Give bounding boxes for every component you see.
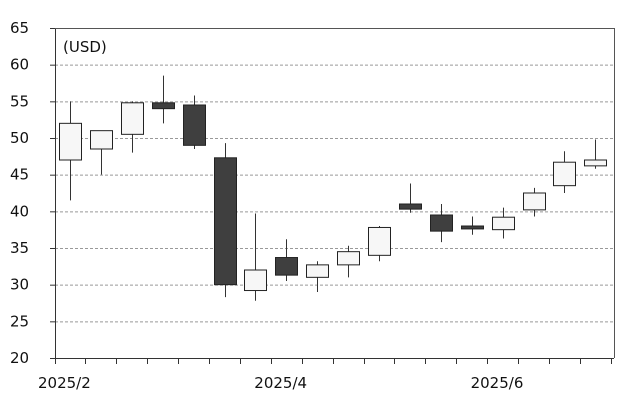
y-tick-label: 60 — [10, 56, 29, 74]
unit-label: (USD) — [63, 38, 107, 56]
y-tick-label: 65 — [10, 19, 29, 37]
candle — [492, 207, 515, 239]
candle-body-up — [337, 251, 360, 266]
candle-body-down — [275, 257, 298, 276]
y-tick-label: 50 — [10, 129, 29, 147]
candle — [430, 204, 453, 243]
y-tick-label: 45 — [10, 166, 29, 184]
candle-body-up — [523, 192, 546, 211]
candle — [183, 95, 206, 149]
candle — [121, 101, 144, 153]
candle-body-down — [399, 203, 422, 210]
x-tick-label: 2025/2 — [38, 374, 91, 392]
candle — [244, 213, 267, 301]
axes — [50, 28, 615, 364]
y-tick-label: 25 — [10, 312, 29, 330]
y-tick-labels: 20 25 30 35 40 45 50 55 60 65 — [10, 19, 29, 367]
candle — [337, 245, 360, 278]
candle-body-up — [244, 269, 267, 292]
x-tick-label: 2025/6 — [471, 374, 524, 392]
candle — [59, 101, 82, 201]
candles — [59, 75, 607, 301]
y-tick-label: 35 — [10, 239, 29, 257]
y-tick-label: 30 — [10, 276, 29, 294]
candle-body-up — [121, 102, 144, 135]
candle-body-up — [553, 161, 576, 187]
candle-body-down — [430, 214, 453, 232]
candle-body-down — [461, 225, 484, 230]
candle — [152, 75, 175, 124]
candle — [306, 261, 329, 292]
candle-body-up — [306, 264, 329, 278]
candle-body-up — [59, 122, 82, 161]
candle — [399, 183, 422, 213]
candle-body-down — [214, 157, 237, 286]
candle-body-up — [368, 226, 391, 256]
y-tick-label: 20 — [10, 349, 29, 367]
x-tick-label: 2025/4 — [254, 374, 307, 392]
y-tick-label: 55 — [10, 92, 29, 110]
candle-body-up — [584, 159, 607, 167]
x-tick-labels: 2025/2 2025/4 2025/6 — [38, 374, 523, 392]
candle — [461, 216, 484, 235]
candle — [523, 187, 546, 217]
candle — [214, 143, 237, 298]
candle — [584, 139, 607, 169]
gridlines — [55, 28, 614, 323]
candle — [90, 130, 113, 175]
candle — [275, 239, 298, 281]
candle-body-down — [183, 104, 206, 146]
candle-body-up — [492, 216, 515, 231]
candle — [553, 151, 576, 193]
candle — [368, 226, 391, 262]
candle-body-down — [152, 102, 175, 110]
candle-body-up — [90, 130, 113, 150]
y-tick-label: 40 — [10, 202, 29, 220]
